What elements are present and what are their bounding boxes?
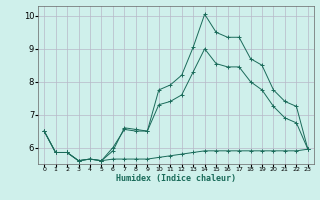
X-axis label: Humidex (Indice chaleur): Humidex (Indice chaleur) <box>116 174 236 183</box>
